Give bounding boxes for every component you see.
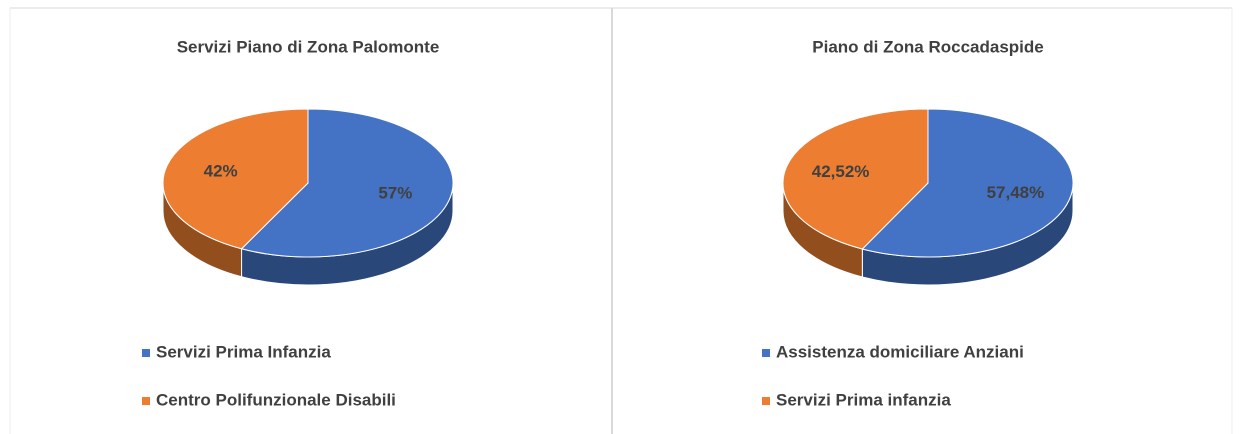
legend-label: Servizi Prima infanzia	[776, 390, 951, 409]
pie-slice	[240, 108, 454, 258]
legend-swatch	[142, 397, 150, 405]
data-label: 57,48%	[987, 183, 1045, 202]
chart-title: Piano di Zona Roccadaspide	[812, 37, 1043, 56]
pie-slice	[782, 108, 929, 250]
legend-label: Servizi Prima Infanzia	[156, 342, 331, 361]
chart-title: Servizi Piano di Zona Palomonte	[177, 37, 440, 56]
legend-swatch	[142, 349, 150, 357]
pie-slice	[162, 108, 309, 250]
legend-label: Centro Polifunzionale Disabili	[156, 390, 396, 409]
legend-label: Assistenza domiciliare Anziani	[776, 342, 1024, 361]
data-label: 57%	[378, 183, 412, 202]
data-label: 42%	[204, 162, 238, 181]
legend-swatch	[762, 349, 770, 357]
pie-slice	[861, 108, 1074, 258]
legend-swatch	[762, 397, 770, 405]
data-label: 42,52%	[812, 162, 870, 181]
